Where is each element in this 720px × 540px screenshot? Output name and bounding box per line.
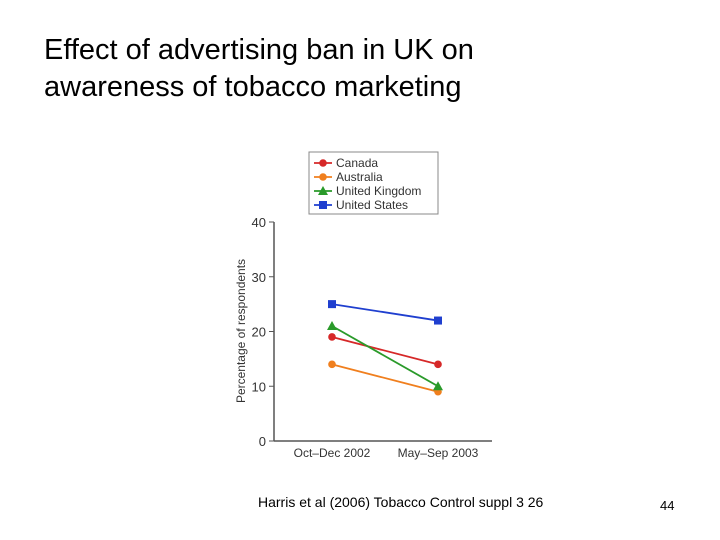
point-united-states	[328, 300, 336, 309]
legend-marker-united-kingdom	[318, 186, 328, 195]
legend-label-united-states: United States	[336, 198, 408, 212]
legend-marker-australia	[319, 173, 327, 181]
page-number: 44	[660, 498, 675, 513]
y-axis-label: Percentage of respondents	[234, 259, 248, 403]
x-tick-label: Oct–Dec 2002	[294, 446, 371, 460]
series-line-united-kingdom	[331, 325, 439, 388]
y-tick-label: 30	[252, 270, 266, 285]
slide-title-line-2: awareness of tobacco marketing	[44, 71, 462, 103]
point-canada	[434, 360, 442, 369]
plot-area	[327, 300, 443, 396]
y-tick-label: 10	[252, 379, 266, 394]
series-line-canada	[331, 336, 439, 366]
y-tick-label: 20	[252, 325, 266, 340]
chart-axes: 0 10 20 30 40 Oct–Dec 2002 May–Sep 2003 Perce…	[234, 215, 492, 460]
point-united-kingdom	[433, 381, 443, 391]
point-united-states	[434, 316, 442, 325]
point-canada	[328, 333, 336, 341]
series-line-australia	[331, 363, 439, 393]
legend-label-canada: Canada	[336, 156, 378, 170]
point-australia	[328, 360, 336, 369]
slide-title: Effect of advertising ban in UK on aware…	[44, 32, 664, 106]
legend-label-united-kingdom: United Kingdom	[336, 184, 421, 198]
x-tick-label: May–Sep 2003	[398, 446, 479, 460]
y-tick-label: 0	[259, 434, 266, 449]
slide-title-line-1: Effect of advertising ban in UK on	[44, 34, 474, 66]
point-united-kingdom	[327, 321, 337, 331]
citation: Harris et al (2006) Tobacco Control supp…	[258, 494, 544, 510]
legend-marker-united-states	[319, 201, 327, 209]
legend-label-australia: Australia	[336, 170, 383, 184]
y-tick-label: 40	[252, 215, 266, 230]
legend-marker-canada	[319, 159, 327, 167]
series-line-united-states	[331, 303, 439, 322]
